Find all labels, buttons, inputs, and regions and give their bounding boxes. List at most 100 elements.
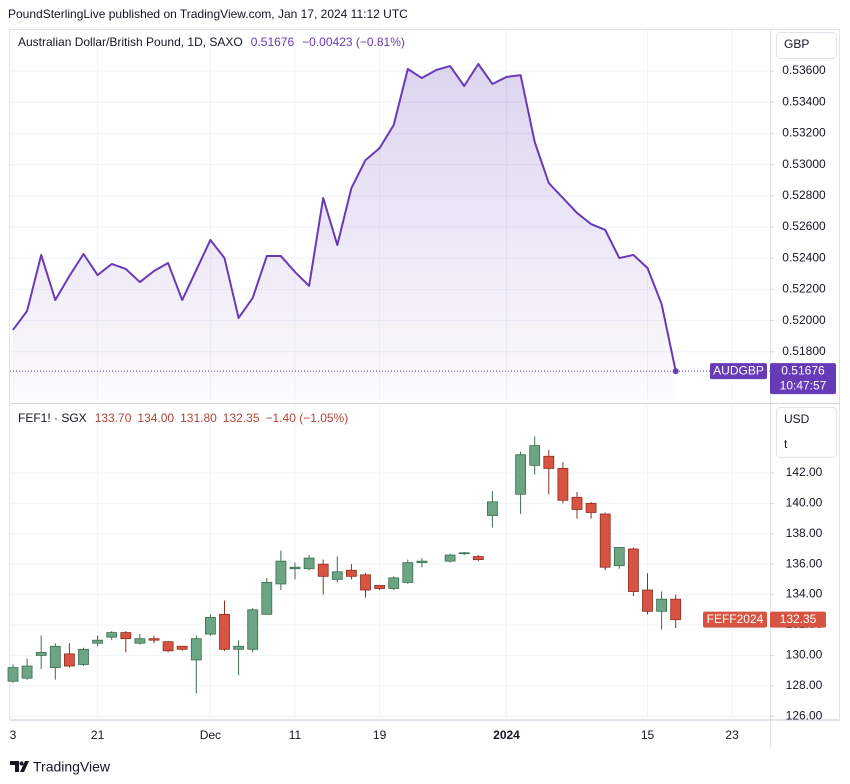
- symbol-tag: [710, 363, 767, 380]
- candle-body: [64, 653, 75, 667]
- candle-body: [543, 455, 555, 469]
- x-tick-label: 2024: [493, 728, 520, 742]
- candle-body: [613, 547, 625, 567]
- candle-body: [331, 571, 343, 580]
- symbol-tag-label: FEFF2024: [707, 612, 764, 626]
- candle-body: [120, 632, 132, 640]
- y-tick-label: 140.00: [786, 496, 823, 510]
- candle-body: [571, 496, 583, 510]
- frame: [9, 29, 840, 720]
- candle-body: [628, 548, 639, 592]
- candle-body: [670, 598, 682, 621]
- x-tick-label: 11: [289, 728, 302, 742]
- y-tick-label: 128.00: [786, 678, 823, 692]
- chart-title: FEF1! · SGX: [18, 411, 87, 425]
- candle-body: [134, 638, 146, 644]
- candle-body: [7, 667, 19, 682]
- candle-body: [557, 467, 569, 501]
- last-price: 0.51676: [251, 35, 295, 49]
- candle-body: [35, 651, 47, 656]
- currency-label: USD: [784, 412, 810, 426]
- currency-box: [776, 407, 837, 458]
- ohlc-value: −1.40 (−1.05%): [266, 411, 349, 425]
- footer-brand: TradingView: [33, 759, 111, 775]
- candle-body: [106, 632, 118, 638]
- y-tick-label: 0.52200: [782, 282, 826, 296]
- candle-body: [303, 557, 315, 570]
- y-tick-label: 130.00: [786, 648, 823, 662]
- candle-body: [162, 641, 174, 652]
- ohlc-value: 134.00: [137, 411, 174, 425]
- candle-body: [360, 574, 371, 591]
- candle-body: [585, 502, 597, 513]
- candle-body: [599, 513, 611, 568]
- currency-label: GBP: [784, 37, 809, 51]
- candle-body: [247, 609, 259, 650]
- x-tick-label: 19: [373, 728, 387, 742]
- price-line: [12, 63, 677, 372]
- last-point: [672, 368, 679, 375]
- candle-body: [444, 554, 456, 562]
- candle-body: [289, 566, 301, 570]
- candle-body: [416, 560, 428, 564]
- currency-box: [776, 32, 837, 59]
- y-tick-label: 0.53200: [782, 126, 826, 140]
- candle-body: [78, 648, 89, 665]
- y-tick-label: 142.00: [786, 465, 823, 479]
- y-tick-label: 0.53600: [782, 63, 826, 77]
- price-tag: [770, 363, 836, 395]
- candle-body: [190, 638, 202, 661]
- candle-body: [92, 639, 103, 644]
- y-tick-label: 0.52800: [782, 188, 826, 202]
- area-fill: [13, 64, 676, 400]
- candle-body: [402, 562, 414, 583]
- x-tick-label: 23: [725, 728, 739, 742]
- y-tick-label: 0.51800: [782, 344, 826, 358]
- candle-body: [642, 589, 653, 612]
- candle-body: [176, 645, 188, 650]
- y-tick-label: 126.00: [786, 708, 823, 722]
- candle-body: [233, 645, 245, 650]
- chart-title: Australian Dollar/British Pound, 1D, SAX…: [18, 35, 243, 49]
- candle-body: [345, 569, 357, 577]
- y-tick-label: 0.53400: [782, 94, 826, 108]
- x-tick-label: Dec: [200, 728, 221, 742]
- price-change: −0.00423 (−0.81%): [302, 35, 405, 49]
- candle-body: [261, 582, 273, 615]
- candle-body: [374, 585, 386, 589]
- ohlc-value: 132.35: [223, 411, 260, 425]
- unit-label: t: [784, 437, 788, 451]
- candle-body: [515, 454, 526, 495]
- candle-body: [656, 598, 667, 612]
- y-tick-label: 134.00: [786, 587, 823, 601]
- symbol-tag-label: AUDGBP: [713, 363, 764, 377]
- price-tag-time: 10:47:57: [780, 378, 827, 392]
- candle-body: [486, 501, 498, 516]
- candle-body: [148, 638, 160, 641]
- y-tick-label: 138.00: [786, 526, 823, 540]
- logo: [10, 761, 29, 772]
- price-tag-label: 132.35: [780, 612, 817, 626]
- price-tag: [770, 611, 826, 628]
- candle-body: [219, 613, 230, 650]
- y-tick-label: 136.00: [786, 556, 823, 570]
- y-tick-label: 0.52600: [782, 219, 826, 233]
- candle-body: [317, 563, 329, 577]
- ohlc-value: 131.80: [180, 411, 217, 425]
- candle-body: [275, 560, 287, 585]
- publisher-header: PoundSterlingLive published on TradingVi…: [8, 7, 408, 21]
- candle-body: [49, 645, 61, 668]
- x-tick-label: 3: [10, 728, 17, 742]
- x-tick-label: 15: [641, 728, 655, 742]
- price-tag-label: 0.51676: [781, 363, 825, 377]
- y-tick-label: 0.52000: [782, 313, 826, 327]
- symbol-tag: [703, 611, 767, 628]
- candle-body: [21, 665, 33, 679]
- candle-body: [458, 552, 470, 555]
- y-tick-label: 0.53000: [782, 157, 826, 171]
- candle-body: [529, 445, 541, 466]
- candle-body: [388, 577, 400, 589]
- candle-body: [472, 556, 484, 561]
- x-tick-label: 21: [91, 728, 105, 742]
